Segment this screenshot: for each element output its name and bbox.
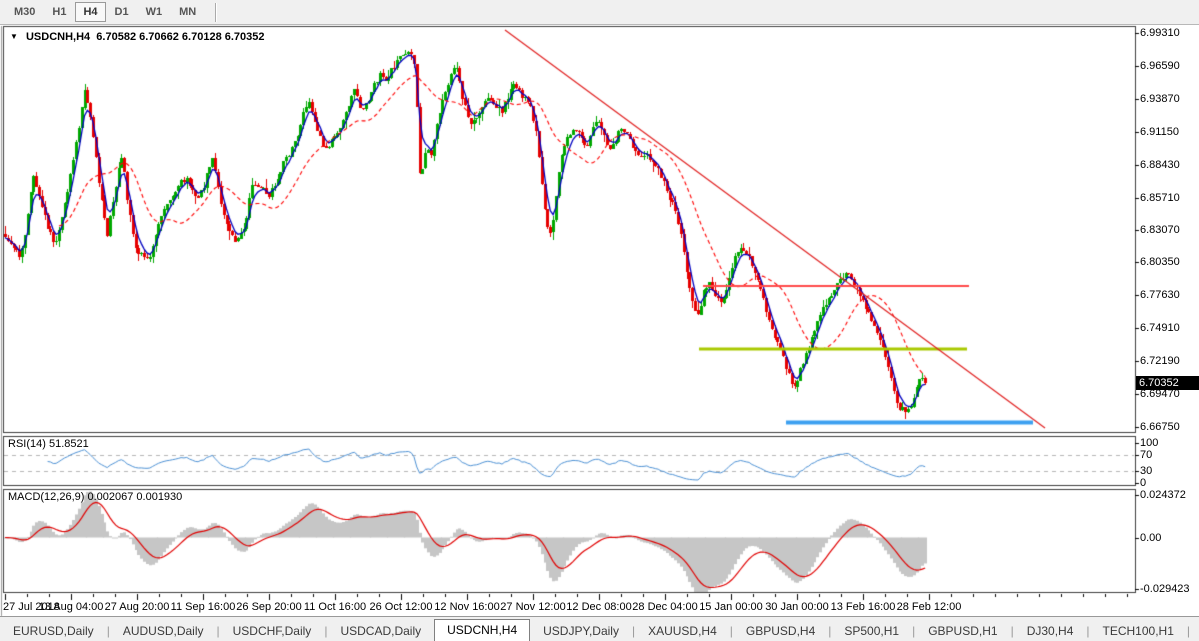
time-axis-label: 13 Aug 04:00 xyxy=(38,601,104,613)
time-axis-label: 27 Jul 2018 xyxy=(3,601,60,613)
chart-tab-bar: EURUSD,Daily | AUDUSD,Daily | USDCHF,Daily | U… xyxy=(0,616,1199,641)
tab-separator: | xyxy=(106,624,110,638)
chart-tab-usdchf-daily[interactable]: USDCHF,Daily xyxy=(232,624,312,638)
rsi-axis-label: 70 xyxy=(1140,448,1153,461)
rsi-axis-label: 0 xyxy=(1140,476,1147,489)
tab-separator: | xyxy=(324,624,328,638)
tab-separator: | xyxy=(1010,624,1014,638)
price-axis-label: 6.85710 xyxy=(1140,191,1180,204)
time-axis-label: 11 Sep 16:00 xyxy=(170,601,236,613)
rsi-axis-label: 100 xyxy=(1140,436,1159,449)
tab-separator: | xyxy=(1086,624,1090,638)
time-axis-label: 12 Dec 08:00 xyxy=(566,601,632,613)
time-axis-label: 27 Nov 12:00 xyxy=(500,601,566,613)
chart-tab-usdcnh-h4[interactable]: USDCNH,H4 xyxy=(434,619,531,641)
price-axis-label: 6.77630 xyxy=(1140,289,1180,302)
price-axis-label: 6.99310 xyxy=(1140,27,1180,39)
time-axis-label: 27 Aug 20:00 xyxy=(104,601,170,613)
chart-tab-eurusd-daily[interactable]: EURUSD,Daily xyxy=(13,624,94,638)
price-axis-label: 6.91150 xyxy=(1140,125,1179,138)
time-axis-label: 12 Nov 16:00 xyxy=(434,601,500,613)
macd-axis-label: 0.00 xyxy=(1140,531,1162,544)
chart-ohlc-quotes: 6.70582 6.70662 6.70128 6.70352 xyxy=(96,31,265,43)
chart-tab-tech100-h1[interactable]: TECH100,H1 xyxy=(1102,624,1174,638)
chart-tab-usdcad-daily[interactable]: USDCAD,Daily xyxy=(340,624,422,638)
chart-tab-dj30-h4[interactable]: DJ30,H4 xyxy=(1026,624,1074,638)
tab-separator: | xyxy=(1186,624,1190,638)
chart-tab-gbpusd-h4[interactable]: GBPUSD,H4 xyxy=(745,624,816,638)
rsi-axis-label: 30 xyxy=(1140,464,1153,477)
chart-tab-xauusd-h4[interactable]: XAUUSD,H4 xyxy=(648,624,717,638)
time-axis-label: 11 Oct 16:00 xyxy=(303,601,367,613)
chart-dropdown-icon[interactable]: ▼ xyxy=(10,32,18,41)
tab-separator: | xyxy=(912,624,916,638)
macd-axis-label: -0.029423 xyxy=(1140,582,1190,595)
price-axis-label: 6.88430 xyxy=(1140,158,1180,171)
time-axis-label: 28 Feb 12:00 xyxy=(896,601,962,613)
tab-separator: | xyxy=(631,624,636,638)
chart-tab-ukoil[interactable]: UKOil, xyxy=(1190,621,1199,641)
price-axis-label: 6.74910 xyxy=(1140,322,1180,335)
time-axis-label: 13 Feb 16:00 xyxy=(830,601,896,613)
price-axis-label: 6.66750 xyxy=(1140,420,1180,433)
price-axis-label: 6.80350 xyxy=(1140,256,1180,269)
price-axis-label: 6.93870 xyxy=(1140,92,1180,105)
chart-tab-gbpusd-h1[interactable]: GBPUSD,H1 xyxy=(928,624,998,638)
tab-separator: | xyxy=(828,624,832,638)
chart-tab-audusd-daily[interactable]: AUDUSD,Daily xyxy=(122,624,204,638)
time-axis-label: 15 Jan 00:00 xyxy=(699,601,763,613)
current-price-tag: 6.70352 xyxy=(1136,376,1199,390)
time-axis-label: 26 Oct 12:00 xyxy=(369,601,433,613)
macd-indicator-label: MACD(12,26,9) 0.002067 0.001930 xyxy=(8,491,183,503)
time-axis-label: 26 Sep 20:00 xyxy=(236,601,302,613)
price-axis-label: 6.83070 xyxy=(1140,223,1180,236)
price-axis-label: 6.96590 xyxy=(1140,59,1180,72)
macd-axis-label: 0.024372 xyxy=(1140,488,1186,501)
chart-tab-usdjpy-daily[interactable]: USDJPY,Daily xyxy=(543,624,619,638)
rsi-indicator-label: RSI(14) 51.8521 xyxy=(8,438,89,450)
chart-symbol: USDCNH,H4 xyxy=(25,31,91,43)
chart-tab-sp500-h1[interactable]: SP500,H1 xyxy=(844,624,900,638)
chart-title: ▼ USDCNH,H4 6.70582 6.70662 6.70128 6.70… xyxy=(10,31,265,43)
tab-separator: | xyxy=(729,624,733,638)
time-axis-label: 30 Jan 00:00 xyxy=(765,601,829,613)
price-axis-label: 6.69470 xyxy=(1140,388,1180,401)
tab-separator: | xyxy=(216,624,220,638)
time-axis-label: 28 Dec 04:00 xyxy=(632,601,698,613)
price-axis-label: 6.72190 xyxy=(1140,355,1180,368)
